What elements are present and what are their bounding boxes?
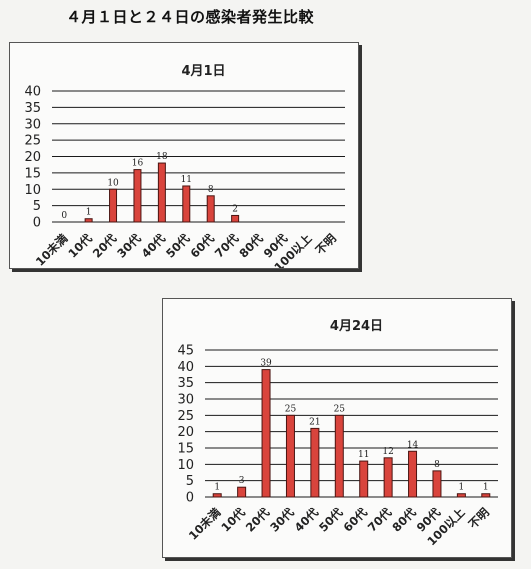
data-label: 1	[86, 208, 92, 218]
x-tick-label: 80代	[389, 505, 419, 535]
chart-panel-april-24: 4月24日 0 5 10 15 20 25 30 35 40 45 1 10未満 3 10代 39 20代 25 3…	[162, 298, 512, 558]
y-tick-label: 45	[177, 344, 194, 359]
y-tick-label: 15	[177, 442, 194, 457]
x-tick-label: 60代	[340, 505, 370, 535]
y-tick-label: 25	[24, 134, 41, 149]
y-tick-label: 5	[33, 199, 41, 214]
bar	[456, 493, 466, 498]
bar	[408, 450, 418, 498]
bar	[432, 470, 442, 498]
x-tick-label: 80代	[236, 231, 266, 261]
bar	[182, 185, 191, 223]
bar	[261, 369, 271, 498]
bar	[231, 214, 240, 223]
x-tick-label: 70代	[365, 505, 395, 535]
x-tick-label: 不明	[466, 505, 492, 531]
bar	[285, 414, 295, 498]
x-tick-label: 20代	[243, 505, 273, 535]
bar	[84, 218, 93, 223]
x-tick-label: 40代	[139, 231, 169, 261]
data-label: 39	[260, 359, 272, 369]
data-label: 11	[358, 450, 369, 460]
x-tick-label: 70代	[212, 231, 242, 261]
data-label: 12	[382, 447, 393, 457]
x-tick-label: 30代	[267, 505, 297, 535]
data-label: 2	[232, 204, 238, 214]
chart-april-24: 4月24日051015202530354045110未満310代3920代253…	[177, 319, 498, 548]
chart-title: 4月1日	[181, 64, 225, 79]
bar	[109, 188, 118, 223]
bar	[206, 195, 215, 223]
data-label: 25	[285, 404, 297, 414]
bar	[359, 460, 369, 498]
page-title: ４月１日と２４日の感染者発生比較	[66, 8, 315, 26]
chart-april-1: 4月1日0510152025303540010未満110代1020代1630代1…	[24, 64, 345, 268]
y-tick-label: 40	[177, 360, 194, 375]
data-label: 16	[132, 159, 144, 169]
data-label: 8	[434, 460, 440, 470]
y-tick-label: 20	[177, 425, 194, 440]
y-tick-label: 10	[24, 183, 41, 198]
y-tick-label: 35	[24, 101, 41, 116]
bar	[383, 457, 393, 498]
x-tick-label: 20代	[90, 231, 120, 261]
x-tick-label: 10代	[218, 505, 248, 535]
y-tick-label: 30	[24, 117, 41, 132]
y-tick-label: 35	[177, 376, 194, 391]
y-tick-label: 10	[177, 458, 194, 473]
x-tick-label: 50代	[316, 505, 346, 535]
data-label: 1	[483, 483, 489, 493]
x-tick-label: 60代	[187, 231, 217, 261]
x-tick-label: 50代	[163, 231, 193, 261]
data-label: 1	[214, 483, 220, 493]
y-tick-label: 30	[177, 393, 194, 408]
bar	[237, 486, 247, 498]
chart-title: 4月24日	[330, 319, 383, 334]
x-tick-label: 不明	[313, 231, 339, 257]
y-tick-label: 0	[33, 216, 41, 231]
data-label: 11	[181, 175, 192, 185]
chart-panel-april-1: 4月1日 0 5 10 15 20 25 30 35 40 0 10未満 1 10代 10 20代 16 30代 1…	[9, 42, 359, 269]
x-tick-label: 30代	[114, 231, 144, 261]
y-tick-label: 40	[24, 85, 41, 100]
x-tick-label: 40代	[292, 505, 322, 535]
bar	[133, 169, 142, 223]
x-tick-label: 10代	[65, 231, 95, 261]
y-tick-label: 20	[24, 150, 41, 165]
bar	[310, 427, 320, 498]
x-tick-label: 10未満	[33, 231, 71, 268]
data-label: 25	[334, 404, 346, 414]
y-tick-label: 25	[177, 409, 194, 424]
y-tick-label: 0	[186, 491, 194, 506]
data-label: 0	[61, 211, 67, 221]
y-tick-label: 5	[186, 474, 194, 489]
data-label: 10	[107, 178, 119, 188]
data-label: 14	[407, 440, 419, 450]
y-tick-label: 15	[24, 166, 41, 181]
bar	[334, 414, 344, 498]
data-label: 8	[208, 185, 214, 195]
bar	[157, 162, 166, 223]
bar	[212, 493, 222, 498]
bar	[481, 493, 491, 498]
data-label: 1	[459, 483, 465, 493]
data-label: 21	[309, 417, 320, 427]
data-label: 18	[156, 152, 168, 162]
data-label: 3	[239, 476, 245, 486]
